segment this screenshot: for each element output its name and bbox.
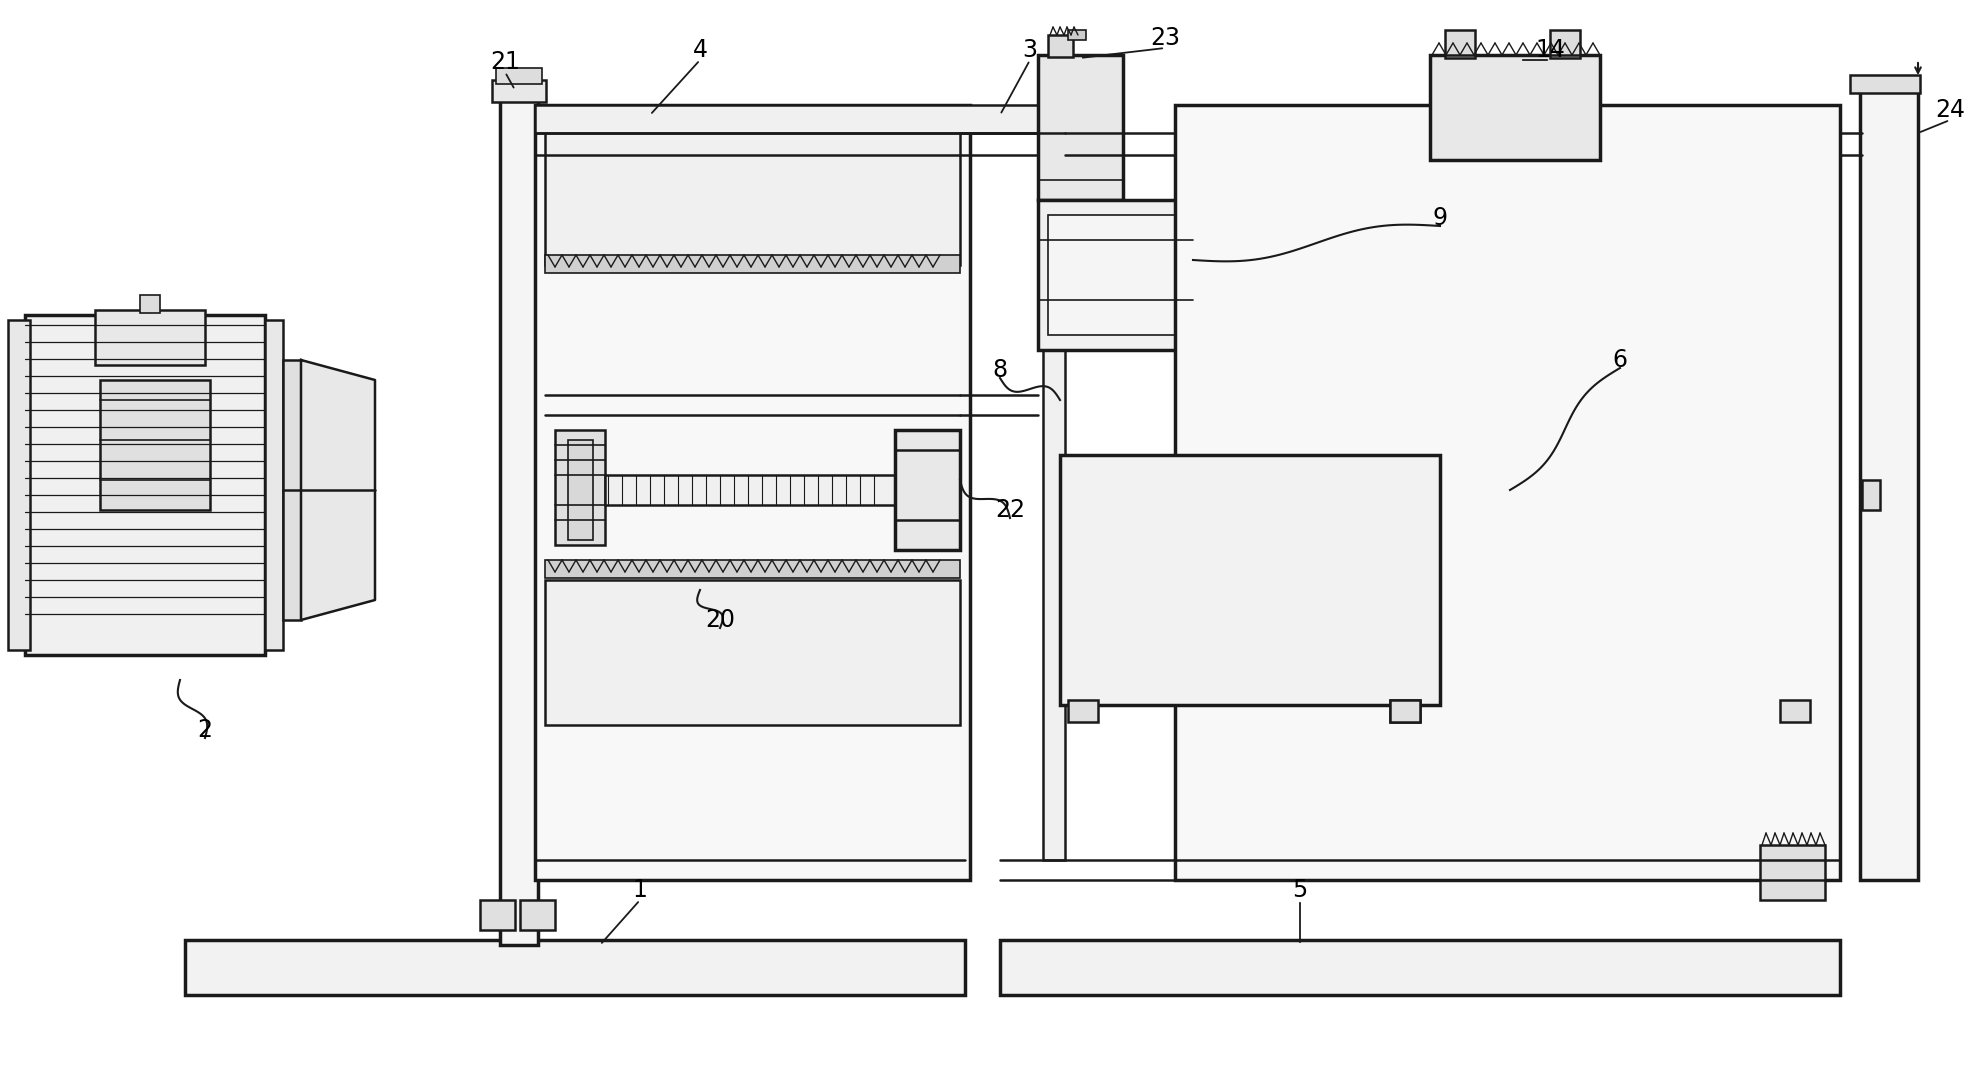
Bar <box>8 320 30 650</box>
Bar <box>1859 80 1919 880</box>
Text: 1: 1 <box>632 878 647 902</box>
Text: 6: 6 <box>1612 348 1628 372</box>
Bar <box>606 475 895 505</box>
Text: 23: 23 <box>1150 26 1180 50</box>
Bar <box>265 320 283 650</box>
Bar <box>1861 480 1879 510</box>
Bar <box>1047 215 1182 335</box>
Bar <box>1780 700 1810 722</box>
Bar <box>544 580 960 725</box>
Bar <box>544 120 960 265</box>
Bar <box>501 90 539 945</box>
Bar <box>1043 200 1065 860</box>
Bar <box>1038 200 1194 350</box>
Bar <box>1390 700 1420 722</box>
Bar <box>141 295 160 312</box>
Bar <box>1430 55 1600 159</box>
Bar <box>535 105 1065 133</box>
Polygon shape <box>301 360 374 620</box>
Bar <box>479 899 515 930</box>
Bar <box>554 430 606 545</box>
Bar <box>1760 845 1826 899</box>
Bar <box>26 315 265 655</box>
Text: 20: 20 <box>705 608 735 631</box>
Bar <box>544 560 960 578</box>
Bar <box>1174 105 1839 880</box>
Text: 21: 21 <box>491 50 521 74</box>
Bar <box>1550 30 1580 58</box>
Bar <box>491 80 546 102</box>
Bar <box>1059 455 1439 705</box>
Bar <box>544 255 960 273</box>
Bar <box>1067 30 1085 40</box>
Bar <box>95 310 206 365</box>
Text: 24: 24 <box>1934 98 1964 122</box>
Bar <box>1445 30 1475 58</box>
Bar <box>184 940 964 995</box>
Bar <box>1047 35 1073 58</box>
Bar <box>1038 55 1123 200</box>
Text: 9: 9 <box>1432 206 1447 230</box>
Bar <box>895 430 960 550</box>
Bar <box>521 899 554 930</box>
Bar <box>535 105 970 880</box>
Text: 3: 3 <box>1022 38 1038 62</box>
Bar <box>283 360 301 620</box>
Text: 14: 14 <box>1534 38 1564 62</box>
Text: 2: 2 <box>198 718 212 742</box>
Bar <box>1067 700 1099 722</box>
Bar <box>568 441 592 540</box>
Bar <box>1849 75 1921 93</box>
Text: 8: 8 <box>992 358 1008 382</box>
Bar <box>1000 940 1839 995</box>
Bar <box>497 68 543 84</box>
Text: 4: 4 <box>693 38 707 62</box>
Text: 22: 22 <box>996 498 1026 522</box>
Bar <box>1390 700 1420 722</box>
Text: 5: 5 <box>1293 878 1307 902</box>
Bar <box>101 380 210 510</box>
